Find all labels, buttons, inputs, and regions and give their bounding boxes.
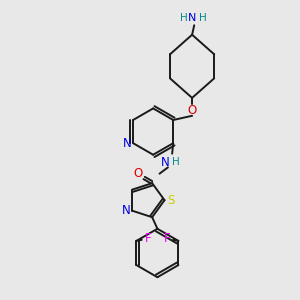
Text: F: F xyxy=(164,232,170,245)
Text: N: N xyxy=(122,137,131,150)
Text: F: F xyxy=(145,232,151,245)
Text: H: H xyxy=(199,13,206,23)
Text: O: O xyxy=(134,167,143,180)
Text: H: H xyxy=(172,157,180,167)
Text: N: N xyxy=(188,13,196,23)
Text: N: N xyxy=(122,204,130,217)
Text: H: H xyxy=(180,13,188,23)
Text: N: N xyxy=(160,156,169,169)
Text: S: S xyxy=(167,194,175,207)
Text: O: O xyxy=(188,104,197,117)
